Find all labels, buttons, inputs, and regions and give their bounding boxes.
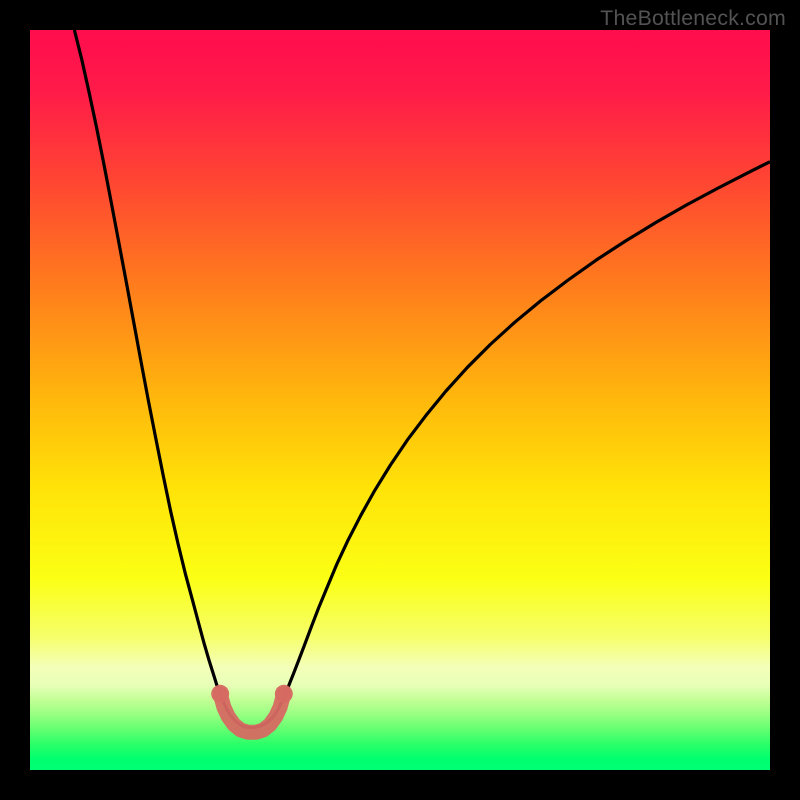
watermark-text: TheBottleneck.com bbox=[600, 6, 786, 31]
chart-background-gradient bbox=[30, 30, 770, 770]
chart-svg bbox=[30, 30, 770, 770]
valley-marker-endpoint-right bbox=[275, 685, 293, 703]
plot-area bbox=[30, 30, 770, 770]
chart-frame: TheBottleneck.com bbox=[0, 0, 800, 800]
valley-marker-endpoint-left bbox=[211, 685, 229, 703]
